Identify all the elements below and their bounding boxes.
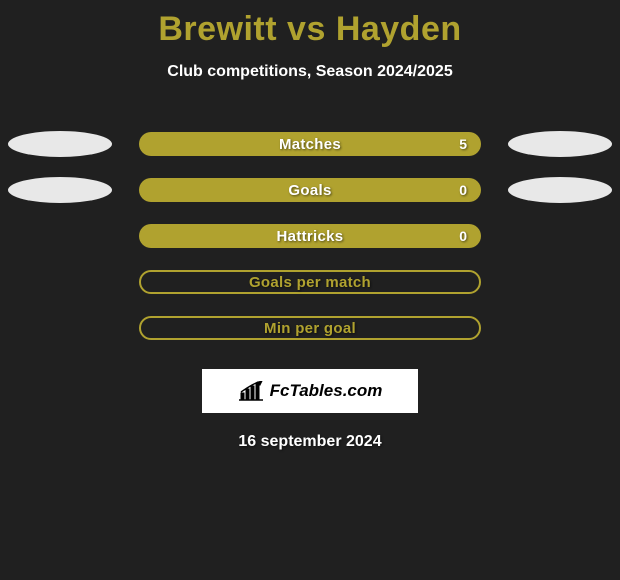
page-title: Brewitt vs Hayden bbox=[0, 0, 620, 49]
stat-bar: Hattricks 0 bbox=[139, 224, 481, 248]
stat-row: Min per goal bbox=[0, 305, 620, 351]
comparison-rows: Matches 5 Goals 0 Hattricks 0 Goals per match M… bbox=[0, 121, 620, 351]
left-player-marker bbox=[8, 131, 112, 157]
subtitle: Club competitions, Season 2024/2025 bbox=[0, 63, 620, 81]
stat-bar: Goals per match bbox=[139, 270, 481, 294]
stat-label: Matches bbox=[279, 136, 341, 153]
right-player-marker bbox=[508, 177, 612, 203]
stat-label: Goals per match bbox=[249, 274, 371, 291]
player-a-name: Brewitt bbox=[158, 10, 277, 48]
stat-label: Min per goal bbox=[264, 320, 356, 337]
stat-value: 0 bbox=[459, 182, 467, 198]
stat-row: Hattricks 0 bbox=[0, 213, 620, 259]
stat-value: 5 bbox=[459, 136, 467, 152]
stat-value: 0 bbox=[459, 228, 467, 244]
stat-bar: Goals 0 bbox=[139, 178, 481, 202]
vs-separator: vs bbox=[287, 10, 326, 48]
stat-label: Goals bbox=[288, 182, 331, 199]
stat-bar: Matches 5 bbox=[139, 132, 481, 156]
brand-text: FcTables.com bbox=[270, 381, 383, 401]
brand-badge: FcTables.com bbox=[202, 369, 418, 413]
right-player-marker bbox=[508, 131, 612, 157]
left-player-marker bbox=[8, 177, 112, 203]
bar-chart-icon bbox=[238, 381, 264, 401]
stat-bar: Min per goal bbox=[139, 316, 481, 340]
player-b-name: Hayden bbox=[336, 10, 462, 48]
stat-row: Goals per match bbox=[0, 259, 620, 305]
stat-row: Matches 5 bbox=[0, 121, 620, 167]
stat-row: Goals 0 bbox=[0, 167, 620, 213]
stat-label: Hattricks bbox=[277, 228, 344, 245]
snapshot-date: 16 september 2024 bbox=[0, 433, 620, 451]
